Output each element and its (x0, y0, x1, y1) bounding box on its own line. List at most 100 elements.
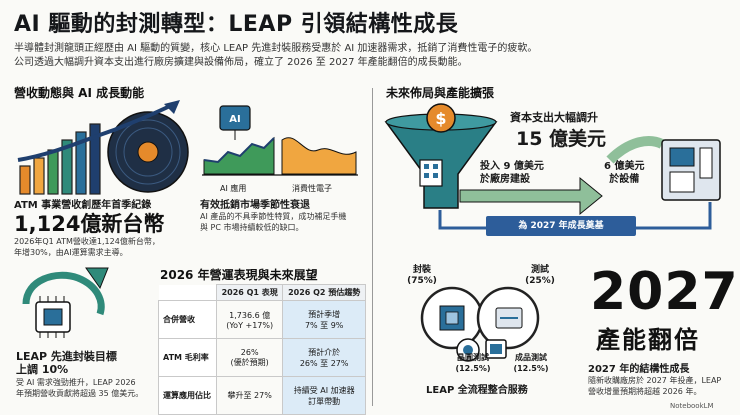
left-section-heading: 營收動態與 AI 成長動能 (14, 86, 145, 100)
growth-desc-line-2: 營收增量預期將超越 2026 年。 (588, 387, 702, 396)
invest-plant-line-2: 於廠房建設 (480, 174, 530, 185)
wafer-test-label: 晶圓測試 (12.5%) (448, 352, 498, 374)
right-section-heading: 未來佈局與產能擴張 (386, 86, 495, 100)
cell-line: 預計季增 (308, 309, 341, 319)
final-test-line-2: (12.5%) (513, 364, 549, 373)
packaging-label-line-2: (75%) (407, 276, 437, 286)
arrow-up-icon (606, 136, 665, 164)
row-label: ATM 毛利率 (158, 338, 217, 377)
cell-line: 1,736.6 億 (229, 310, 271, 320)
offset-desc: AI 產品的不具季節性特質，成功補足手機 與 PC 市場持續較低的缺口。 (200, 211, 370, 233)
revenue-value: 1,124億新台幣 (14, 212, 165, 236)
final-test-line-1: 成品測試 (515, 353, 547, 362)
wafer-test-icon (456, 338, 480, 362)
dollar-coin-icon: $ (426, 103, 456, 133)
leap-value: 上調 10% (16, 363, 69, 376)
consumer-wave-area (281, 137, 357, 175)
chip-icon (35, 296, 71, 338)
ai-chip-icon: AI (219, 105, 251, 140)
leap-services-caption: LEAP 全流程整合服務 (426, 385, 528, 396)
foundation-banner: 為 2027 年成長奠基 (486, 216, 636, 236)
cell-line: 26% 至 27% (299, 358, 349, 368)
leap-label: LEAP 先進封裝目標 (16, 350, 117, 363)
ai-chip-text: AI (229, 114, 240, 125)
building-icon (419, 159, 443, 187)
revenue-growth-illustration (17, 100, 189, 195)
invest-plant-line-1: 投入 9 億美元 (480, 161, 544, 172)
wafer-test-line-2: (12.5%) (455, 364, 491, 373)
table-cell: 預計介於 26% 至 27% (282, 338, 366, 377)
cell-line: 預計介於 (308, 347, 341, 357)
capex-label: 資本支出大幅調升 (510, 111, 598, 124)
capacity-doubling: 產能翻倍 (596, 326, 700, 354)
cell-line: (YoY +17%) (226, 320, 274, 330)
revenue-desc: 2026年Q1 ATM營收達1,124億新台幣， 年增30%，由AI運算需求主導… (14, 236, 189, 258)
cell-line: 攀升至 27% (227, 391, 272, 400)
offset-desc-line-1: AI 產品的不具季節性特質，成功補足手機 (200, 212, 347, 221)
offset-label: 有效抵銷市場季節性衰退 (200, 200, 310, 211)
legend-consumer: 消費性電子 (292, 184, 332, 193)
testing-label-line-2: (25%) (525, 276, 555, 286)
table-cell: 攀升至 27% (215, 376, 284, 415)
year-2027: 2027 (590, 262, 739, 322)
revenue-desc-line-1: 2026年Q1 ATM營收達1,124億新台幣， (14, 237, 160, 246)
table-cell: 26% (優於預期) (215, 338, 284, 377)
table-cell: 1,736.6 億 (YoY +17%) (215, 300, 284, 339)
revenue-desc-line-2: 年增30%，由AI運算需求主導。 (14, 248, 128, 257)
wafer-test-line-1: 晶圓測試 (457, 353, 489, 362)
table-cell: 預計季增 7% 至 9% (282, 300, 366, 339)
testing-label-line-1: 測試 (530, 265, 549, 275)
revenue-label: ATM 事業營收創歷年首季紀錄 (14, 200, 152, 211)
cell-line: 7% 至 9% (304, 320, 344, 330)
growth-desc-line-1: 隨新收購廠房於 2027 年投產，LEAP (588, 376, 722, 385)
page-title: AI 驅動的封測轉型：LEAP 引領結構性成長 (14, 12, 459, 37)
ai-vs-consumer-illustration: AI (202, 105, 358, 176)
column-divider (372, 88, 373, 406)
table-corner (158, 284, 217, 301)
equipment-machine-icon (661, 139, 721, 201)
table-header-row: 2026 Q1 表現 2026 Q2 預估趨勢 (158, 284, 366, 301)
cell-line: 26% (240, 347, 259, 357)
final-test-label: 成品測試 (12.5%) (506, 352, 556, 374)
leap-desc-line-1: 受 AI 需求強勁推升，LEAP 2026 (16, 378, 136, 387)
intro-text: 半導體封測龍頭正經歷由 AI 驅動的質變，核心 LEAP 先進封裝服務受惠於 A… (14, 42, 729, 70)
growth-desc: 隨新收購廠房於 2027 年投產，LEAP 營收增量預期將超越 2026 年。 (588, 375, 733, 397)
capex-value: 15 億美元 (516, 128, 607, 150)
cell-line: 訂單帶動 (308, 396, 341, 406)
final-test-icon (485, 339, 507, 359)
circular-arrow-icon (22, 271, 105, 316)
legend-ai: AI 應用 (220, 184, 247, 193)
kpi-table: 2026 Q1 表現 2026 Q2 預估趨勢 合併營收 1,736.6 億 (Y… (158, 284, 366, 415)
invest-equipment-line-1: 6 億美元 (604, 161, 645, 172)
packaging-circle (420, 286, 484, 350)
arrow-to-equipment-icon (459, 176, 603, 216)
table-row: ATM 毛利率 26% (優於預期) 預計介於 26% 至 27% (158, 338, 366, 377)
table-heading: 2026 年營運表現與未來展望 (160, 268, 318, 282)
invest-equipment: 6 億美元 於設備 (604, 160, 644, 186)
capex-flow-diagram: $ (384, 103, 721, 230)
testing-circle (476, 286, 540, 350)
packaging-label: 封裝 (75%) (406, 265, 438, 287)
intro-line-1: 半導體封測龍頭正經歷由 AI 驅動的質變，核心 LEAP 先進封裝服務受惠於 A… (14, 43, 538, 54)
svg-text:$: $ (435, 109, 446, 128)
invest-plant: 投入 9 億美元 於廠房建設 (480, 160, 544, 186)
invest-equipment-line-2: 於設備 (609, 174, 640, 185)
table-row: 運算應用佔比 攀升至 27% 持續受 AI 加速器 訂單帶動 (158, 376, 366, 415)
brand-watermark: NotebookLM (670, 402, 714, 410)
record-disc-icon (107, 111, 189, 193)
col-header-q2: 2026 Q2 預估趨勢 (282, 284, 366, 301)
table-row: 合併營收 1,736.6 億 (YoY +17%) 預計季增 7% 至 9% (158, 300, 366, 339)
leap-target-illustration (22, 267, 109, 338)
table-cell: 持續受 AI 加速器 訂單帶動 (282, 376, 366, 415)
testing-label: 測試 (25%) (523, 265, 557, 287)
intro-line-2: 公司透過大幅調升資本支出進行廠房擴建與設備佈局，確立了 2026 至 2027 … (14, 57, 468, 68)
leap-services-diagram (420, 286, 540, 362)
packaging-label-line-1: 封裝 (412, 265, 431, 275)
leap-desc-line-2: 年預期營收貢獻將超過 35 億美元。 (16, 389, 144, 398)
col-header-q1: 2026 Q1 表現 (215, 284, 284, 301)
row-label: 合併營收 (158, 300, 217, 339)
offset-desc-line-2: 與 PC 市場持續較低的缺口。 (200, 223, 304, 232)
cell-line: (優於預期) (230, 357, 269, 367)
growth-arrow-icon (17, 102, 175, 162)
row-label: 運算應用佔比 (158, 376, 217, 415)
